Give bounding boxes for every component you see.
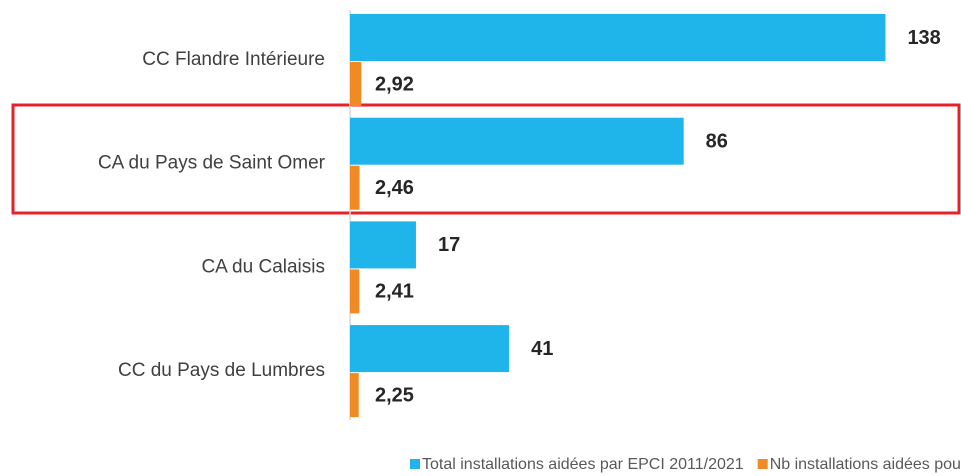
category-label: CA du Pays de Saint Omer: [98, 153, 326, 174]
value-label: 2,46: [375, 177, 414, 199]
legend-swatch: [410, 459, 420, 469]
highlight-box: [11, 103, 961, 215]
value-label: 2,41: [375, 281, 414, 303]
bar: [350, 221, 416, 269]
value-label: 17: [438, 234, 460, 256]
bar: [350, 373, 359, 418]
category-label: CC du Pays de Lumbres: [118, 360, 325, 381]
value-label: 41: [531, 338, 553, 360]
bar: [350, 14, 886, 61]
bar: [350, 62, 362, 106]
bar: [350, 325, 510, 373]
legend-label: Total installations aidées par EPCI 2011…: [422, 456, 744, 473]
bar: [350, 165, 360, 210]
category-label: CC Flandre Intérieure: [142, 49, 325, 70]
bar: [350, 117, 684, 165]
value-label: 2,92: [375, 73, 414, 95]
value-label: 2,25: [375, 384, 414, 406]
bar: [350, 269, 360, 314]
legend-swatch: [757, 459, 768, 469]
value-label: 138: [907, 27, 940, 49]
category-label: CA du Calaisis: [201, 256, 325, 277]
legend-label: Nb installations aidées pour 1000 ha de …: [770, 456, 961, 473]
value-label: 86: [706, 130, 728, 152]
